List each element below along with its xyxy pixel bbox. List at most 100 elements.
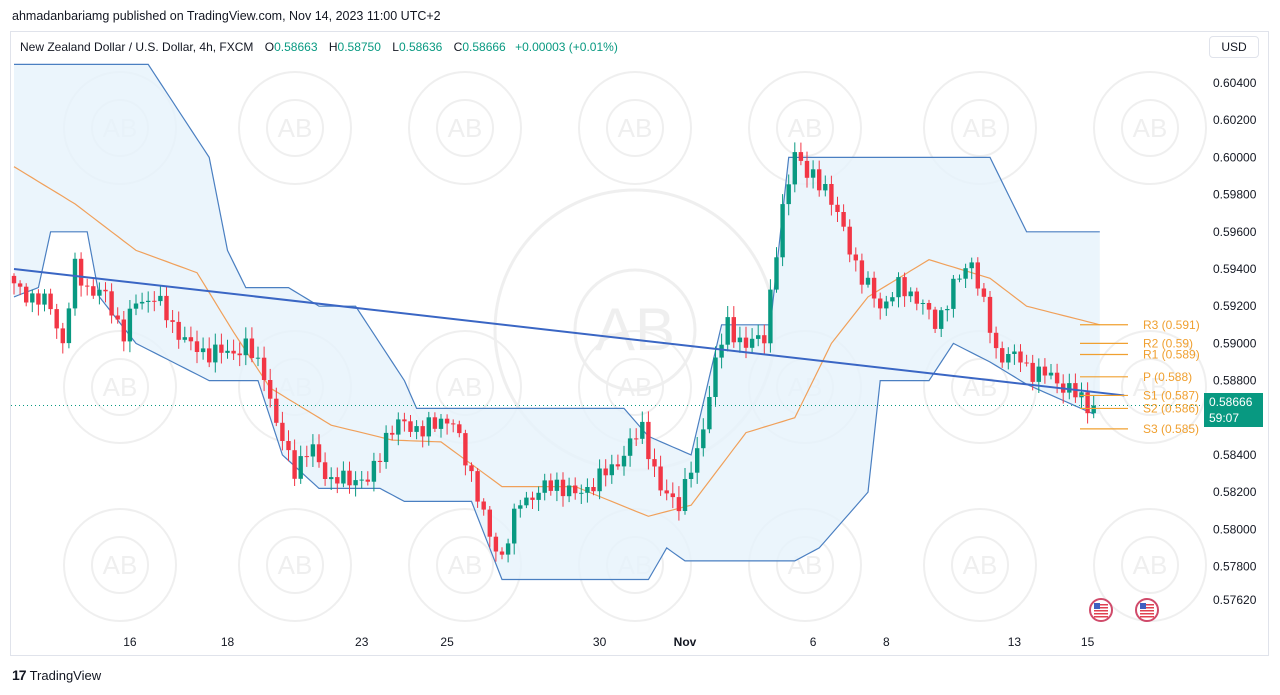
candle-body [914, 291, 919, 304]
candle-body [414, 426, 419, 432]
candle-body [932, 309, 938, 329]
watermark-seal-inner [91, 536, 149, 594]
y-tick-label: 0.60400 [1213, 76, 1257, 90]
candle-body [341, 470, 346, 484]
channel-upper-line [14, 63, 1100, 456]
watermark-seal-inner [951, 358, 1009, 416]
pivot-label: S2 (0.586) [1143, 401, 1199, 415]
candle-body [670, 493, 675, 498]
candle-body [597, 468, 602, 492]
candle-body [658, 466, 663, 491]
last-price-tag: 0.58666 59:07 [1204, 393, 1263, 427]
x-tick-label: 23 [355, 635, 369, 649]
candle-body [365, 479, 370, 482]
brand-footer[interactable]: 17 TradingView [12, 667, 101, 683]
candle-body [896, 277, 901, 298]
candle-body [798, 152, 804, 161]
candle-body [731, 317, 736, 343]
candle-body [17, 283, 23, 287]
watermark-seal-inner [606, 99, 664, 157]
candle-body [207, 348, 212, 363]
watermark-text: AB [278, 113, 313, 143]
candle-body [255, 357, 261, 359]
y-tick-label: 0.57620 [1213, 593, 1257, 607]
candle-body [353, 480, 358, 486]
candle-body [695, 448, 700, 473]
candle-body [146, 300, 151, 302]
watermark-seal [63, 508, 177, 622]
watermark-center-text: AB [595, 296, 675, 363]
watermark-text: AB [278, 550, 313, 580]
y-tick-label: 0.57800 [1213, 560, 1257, 574]
candle-body [383, 432, 389, 462]
candle-body [469, 465, 474, 472]
pivot-label: P (0.588) [1143, 370, 1192, 384]
x-tick-label: 30 [593, 635, 607, 649]
candle-body [786, 184, 791, 205]
candle-body [536, 492, 541, 500]
tradingview-logo-icon: 17 [12, 667, 27, 683]
us-flag-event-icon[interactable] [1089, 598, 1113, 622]
candle-body [335, 477, 340, 484]
candle-body [1036, 366, 1041, 382]
candle-body [1085, 392, 1090, 414]
candle-body [432, 417, 438, 429]
candle-body [158, 295, 163, 302]
candle-body [627, 438, 633, 456]
watermark-text: AB [1133, 372, 1168, 402]
y-tick-label: 0.59800 [1213, 188, 1257, 202]
us-flag-event-icon[interactable] [1135, 598, 1159, 622]
watermark-seal [238, 508, 352, 622]
x-tick-label: Nov [674, 635, 697, 649]
candle-body [176, 321, 181, 340]
watermark-seal-inner [951, 99, 1009, 157]
candle-body [646, 421, 651, 460]
candle-body [170, 320, 175, 322]
watermark-text: AB [1133, 550, 1168, 580]
candle-body [200, 348, 206, 353]
watermark-text: AB [448, 113, 483, 143]
watermark-text: AB [1133, 113, 1168, 143]
candle-body [542, 480, 547, 493]
watermark-seal [923, 508, 1037, 622]
candle-body [274, 398, 279, 423]
candle-body [719, 344, 724, 358]
candle-body [139, 301, 145, 304]
pivot-label: R2 (0.59) [1143, 336, 1193, 350]
channel-lower-line [13, 231, 1094, 581]
candle-body [322, 462, 328, 479]
candle-body [713, 357, 718, 397]
candle-body [91, 286, 96, 296]
candle-body [438, 418, 444, 429]
currency-button[interactable]: USD [1209, 36, 1259, 58]
y-tick-label: 0.60000 [1213, 150, 1257, 164]
candle-body [829, 184, 834, 205]
candle-body [329, 477, 334, 480]
candle-body [133, 303, 139, 309]
candle-body [408, 421, 413, 432]
y-tick-label: 0.58000 [1213, 522, 1257, 536]
candle-body [48, 293, 53, 310]
candle-body [30, 293, 35, 303]
candle-body [457, 424, 462, 434]
watermark-text: AB [963, 550, 998, 580]
y-tick-label: 0.59600 [1213, 225, 1257, 239]
candle-body [249, 338, 255, 358]
candle-body [847, 226, 852, 255]
x-tick-label: 8 [883, 635, 890, 649]
candle-body [316, 444, 322, 463]
watermark-seal-inner [436, 536, 494, 594]
candle-body [749, 338, 755, 348]
candle-body [652, 459, 657, 467]
candle-body [585, 487, 590, 493]
watermark-text: AB [618, 113, 653, 143]
candle-body [1024, 362, 1029, 364]
pivot-label: R3 (0.591) [1143, 318, 1200, 332]
candle-body [835, 204, 840, 212]
candle-body [377, 460, 383, 462]
candle-body [707, 397, 712, 430]
candle-body [560, 479, 566, 497]
candle-body [493, 536, 499, 552]
candle-body [817, 169, 822, 191]
